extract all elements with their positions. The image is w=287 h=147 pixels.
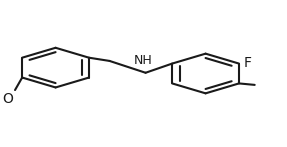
Text: F: F — [244, 56, 252, 70]
Text: NH: NH — [133, 54, 152, 67]
Text: O: O — [3, 92, 13, 106]
